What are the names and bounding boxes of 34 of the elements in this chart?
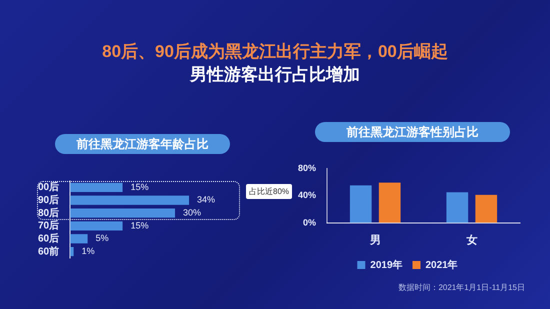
chart-title: 前往黑龙江游客性别占比 [315, 122, 510, 142]
bar [70, 221, 123, 230]
text: 占比近80% [246, 184, 292, 199]
y-tick-label: 40% [298, 190, 316, 200]
bar [350, 185, 372, 223]
y-tick-label: 70后 [38, 220, 60, 232]
bar [70, 196, 190, 205]
x-tick-label: 男 [368, 234, 381, 246]
bar [446, 192, 468, 223]
text: 80后、90后成为黑龙江出行主力军，00后崛起 [101, 41, 449, 63]
data-label: 15% [130, 220, 149, 230]
data-label: 5% [96, 233, 109, 244]
legend-label: 2021年 [426, 258, 458, 271]
text: 数据时间：2021年1月1日-11月15日 [397, 282, 525, 293]
y-tick-label: 80后 [38, 206, 60, 219]
bar [378, 182, 401, 223]
y-tick-label: 60前 [38, 245, 60, 258]
data-label: 34% [197, 194, 216, 205]
bar [70, 208, 176, 218]
y-tick-label: 90后 [38, 194, 60, 206]
text: 男性游客出行占比增加 [188, 64, 361, 86]
data-label: 15% [130, 182, 149, 192]
y-tick-label: 0% [303, 217, 316, 228]
data-label: 1% [82, 246, 95, 256]
chart-title: 前往黑龙江游客年龄占比 [55, 134, 230, 154]
y-tick-label: 60后 [38, 232, 60, 244]
bar [475, 194, 498, 223]
y-tick-label: 00后 [38, 181, 60, 194]
data-label: 30% [183, 208, 202, 218]
legend-label: 2019年 [370, 258, 403, 271]
bar [70, 234, 88, 244]
x-tick-label: 女 [465, 233, 478, 246]
bar [70, 182, 123, 192]
y-tick-label: 80% [298, 162, 316, 173]
